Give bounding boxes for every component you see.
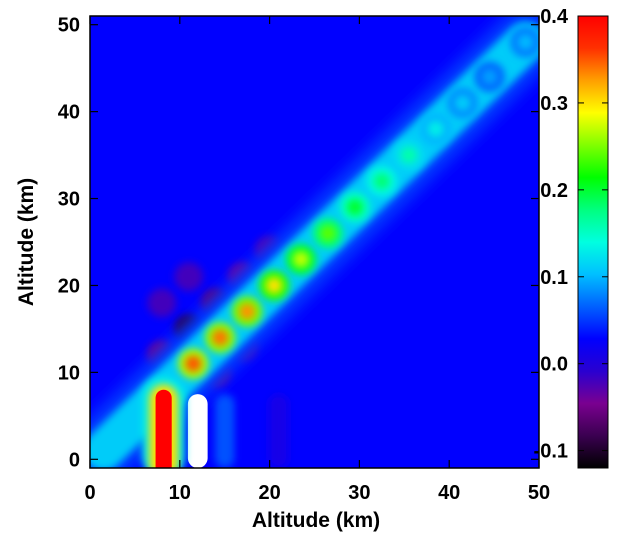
diagonal-peak [212,329,229,346]
diagonal-peak [400,146,417,164]
colorbar-ticks: -0.1 0.0 0.1 0.2 0.3 0.4 [534,6,608,463]
x-axis-title: Altitude (km) [252,509,380,532]
diagonal-peak [292,251,310,268]
y-tick-label: 20 [58,275,80,297]
diagonal-peak [319,225,337,242]
diagonal-peak [427,120,444,138]
diagonal-peak [481,68,498,85]
y-tick-label: 30 [58,189,80,211]
lower-column [241,394,262,468]
lower-column [187,394,208,468]
x-tick-label: 30 [348,482,370,504]
x-axis-ticks: 0 10 20 30 40 50 [84,16,550,504]
y-axis-title: Altitude (km) [15,178,38,306]
main-column-core [155,389,172,468]
y-tick-label: 0 [69,449,80,471]
colorbar-tick-label: 0.0 [540,354,568,376]
colorbar-tick-label: 0.3 [540,93,568,115]
diagonal-peak [454,94,471,112]
diagonal-peak [373,173,390,190]
colorbar-tick-label: 0.1 [540,267,568,289]
lower-column [214,394,235,468]
lower-column [268,394,289,468]
colorbar [577,15,609,469]
diagonal-peak [266,277,283,294]
diagonal-peak [517,33,534,51]
diagonal-peak [185,355,202,372]
colorbar-tick-label: 0.2 [540,180,568,202]
y-tick-label: 40 [58,102,80,124]
x-tick-label: 0 [84,482,95,504]
colorbar-tick-label: -0.1 [534,441,568,463]
diagonal-peak [346,199,363,216]
plot-border [89,15,540,469]
x-tick-label: 50 [528,482,550,504]
heatmap-field [90,16,539,468]
x-tick-label: 40 [438,482,460,504]
x-tick-label: 20 [258,482,280,504]
y-tick-label: 10 [58,362,80,384]
sidelobe-blob [147,288,177,318]
diagonal-peak [239,303,256,320]
colorbar-tick-label: 0.4 [540,6,569,28]
x-tick-label: 10 [169,482,191,504]
y-axis-ticks: 0 10 20 30 40 50 [58,15,539,471]
y-tick-label: 50 [58,15,80,37]
sidelobe-blob [174,262,204,292]
